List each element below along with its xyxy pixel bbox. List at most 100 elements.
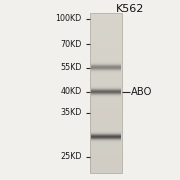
Bar xyxy=(90,51,122,53)
Bar xyxy=(90,156,122,157)
Bar xyxy=(91,98,121,99)
Bar xyxy=(90,67,122,69)
Bar xyxy=(91,140,121,141)
Bar xyxy=(90,30,122,31)
Bar xyxy=(90,85,122,86)
Bar xyxy=(90,29,122,30)
Bar xyxy=(90,97,122,98)
Bar xyxy=(91,65,121,66)
Bar xyxy=(91,66,121,67)
Bar xyxy=(90,149,122,150)
Bar xyxy=(90,81,122,82)
Bar xyxy=(90,59,122,61)
Bar xyxy=(90,41,122,42)
Bar xyxy=(90,45,122,46)
Bar xyxy=(91,73,121,74)
Bar xyxy=(90,118,122,119)
Bar xyxy=(90,75,122,77)
Bar xyxy=(90,119,122,121)
Bar xyxy=(90,35,122,37)
Bar xyxy=(91,141,121,142)
Bar xyxy=(91,68,121,69)
Bar xyxy=(91,133,121,134)
Bar xyxy=(90,13,122,14)
Bar xyxy=(90,54,122,55)
Bar xyxy=(90,167,122,169)
Bar xyxy=(91,134,121,135)
Bar xyxy=(91,61,121,62)
Bar xyxy=(90,63,122,65)
Bar xyxy=(90,130,122,131)
Bar xyxy=(90,79,122,81)
Bar xyxy=(91,96,121,97)
Bar xyxy=(91,135,121,136)
Bar xyxy=(90,169,122,170)
Text: 70KD: 70KD xyxy=(60,40,82,49)
Bar xyxy=(90,137,122,138)
Bar xyxy=(91,137,121,138)
Bar xyxy=(90,170,122,172)
Bar xyxy=(91,89,121,90)
Bar xyxy=(90,62,122,63)
Bar xyxy=(90,34,122,35)
Bar xyxy=(91,85,121,86)
Bar xyxy=(90,105,122,106)
Bar xyxy=(90,162,122,163)
Bar xyxy=(91,88,121,89)
Bar xyxy=(90,27,122,29)
Bar xyxy=(90,95,122,97)
Bar xyxy=(91,67,121,68)
Bar xyxy=(90,73,122,74)
Bar xyxy=(90,123,122,125)
Bar xyxy=(90,141,122,142)
Bar xyxy=(90,78,122,79)
Bar xyxy=(90,57,122,58)
Text: 55KD: 55KD xyxy=(60,63,82,72)
Bar xyxy=(90,77,122,78)
Bar xyxy=(90,99,122,101)
Bar xyxy=(90,106,122,107)
Bar xyxy=(90,135,122,137)
Bar xyxy=(91,132,121,133)
Bar xyxy=(90,93,122,94)
Bar xyxy=(91,74,121,75)
Bar xyxy=(90,46,122,47)
Bar xyxy=(90,115,122,117)
Bar xyxy=(91,142,121,143)
Bar xyxy=(90,74,122,75)
Bar xyxy=(90,25,122,26)
Bar xyxy=(91,69,121,70)
Bar xyxy=(90,131,122,133)
Bar xyxy=(90,101,122,102)
Bar xyxy=(90,129,122,130)
Bar xyxy=(90,15,122,17)
Bar xyxy=(90,33,122,34)
Bar xyxy=(91,143,121,144)
Bar xyxy=(90,102,122,103)
Bar xyxy=(90,18,122,19)
Bar xyxy=(90,38,122,39)
Bar xyxy=(90,125,122,126)
Bar xyxy=(90,22,122,23)
Bar xyxy=(90,47,122,49)
Bar xyxy=(91,86,121,87)
Bar xyxy=(90,17,122,18)
Bar xyxy=(90,31,122,33)
Bar xyxy=(91,87,121,88)
Bar xyxy=(90,151,122,153)
Bar xyxy=(90,66,122,67)
Bar xyxy=(90,87,122,89)
Bar xyxy=(91,94,121,95)
Bar xyxy=(91,136,121,137)
Bar xyxy=(90,42,122,43)
Bar xyxy=(90,82,122,83)
Bar xyxy=(91,70,121,71)
Bar xyxy=(90,158,122,159)
Bar xyxy=(90,134,122,135)
Bar xyxy=(90,127,122,129)
Bar xyxy=(90,65,122,66)
Bar xyxy=(91,62,121,63)
Bar xyxy=(90,117,122,118)
Bar xyxy=(91,90,121,91)
Bar xyxy=(91,92,121,93)
